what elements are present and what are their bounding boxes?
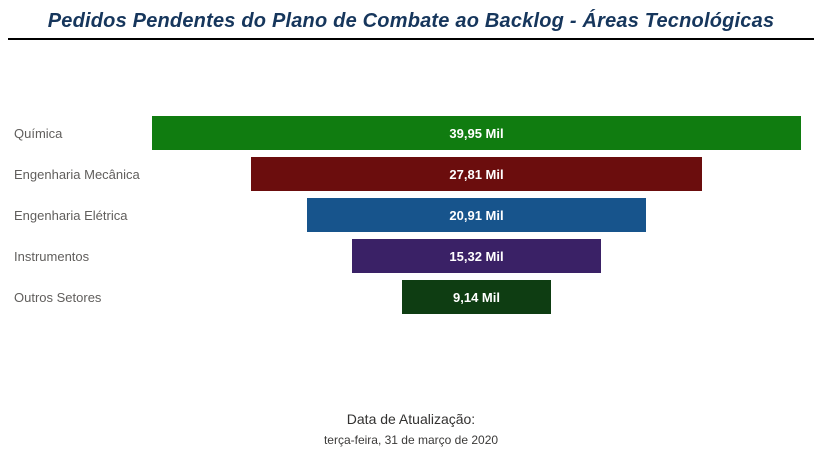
funnel-row: Outros Setores 9,14 Mil (0, 280, 822, 314)
category-label: Engenharia Mecânica (14, 166, 140, 182)
title-divider (8, 38, 814, 40)
funnel-row: Engenharia Mecânica 27,81 Mil (0, 157, 822, 191)
category-label: Engenharia Elétrica (14, 207, 128, 223)
value-label: 39,95 Mil (449, 125, 504, 141)
funnel-bar[interactable]: 39,95 Mil (152, 116, 801, 150)
funnel-row: Instrumentos 15,32 Mil (0, 239, 822, 273)
page-title: Pedidos Pendentes do Plano de Combate ao… (47, 10, 775, 32)
funnel-bar[interactable]: 27,81 Mil (250, 157, 703, 191)
update-label: Data de Atualização: (346, 411, 476, 427)
value-label: 15,32 Mil (449, 248, 504, 264)
update-date: terça-feira, 31 de março de 2020 (323, 433, 499, 447)
title-area: Pedidos Pendentes do Plano de Combate ao… (0, 0, 822, 40)
bar-area: 27,81 Mil (152, 157, 801, 191)
value-label: 9,14 Mil (453, 289, 500, 305)
value-label: 20,91 Mil (449, 207, 504, 223)
category-label: Instrumentos (14, 248, 90, 264)
funnel-chart: Química 39,95 Mil Engenharia Mecânica 27,81… (0, 116, 822, 314)
footer: Data de Atualização: terça-feira, 31 de … (0, 411, 822, 447)
funnel-bar[interactable]: 15,32 Mil (352, 239, 601, 273)
funnel-bar[interactable]: 9,14 Mil (402, 280, 551, 314)
bar-area: 9,14 Mil (152, 280, 801, 314)
bar-area: 15,32 Mil (152, 239, 801, 273)
funnel-bar[interactable]: 20,91 Mil (306, 198, 647, 232)
bar-area: 39,95 Mil (152, 116, 801, 150)
funnel-row: Engenharia Elétrica 20,91 Mil (0, 198, 822, 232)
bar-area: 20,91 Mil (152, 198, 801, 232)
value-label: 27,81 Mil (449, 166, 504, 182)
funnel-row: Química 39,95 Mil (0, 116, 822, 150)
category-label: Química (14, 125, 63, 141)
category-label: Outros Setores (14, 289, 102, 305)
